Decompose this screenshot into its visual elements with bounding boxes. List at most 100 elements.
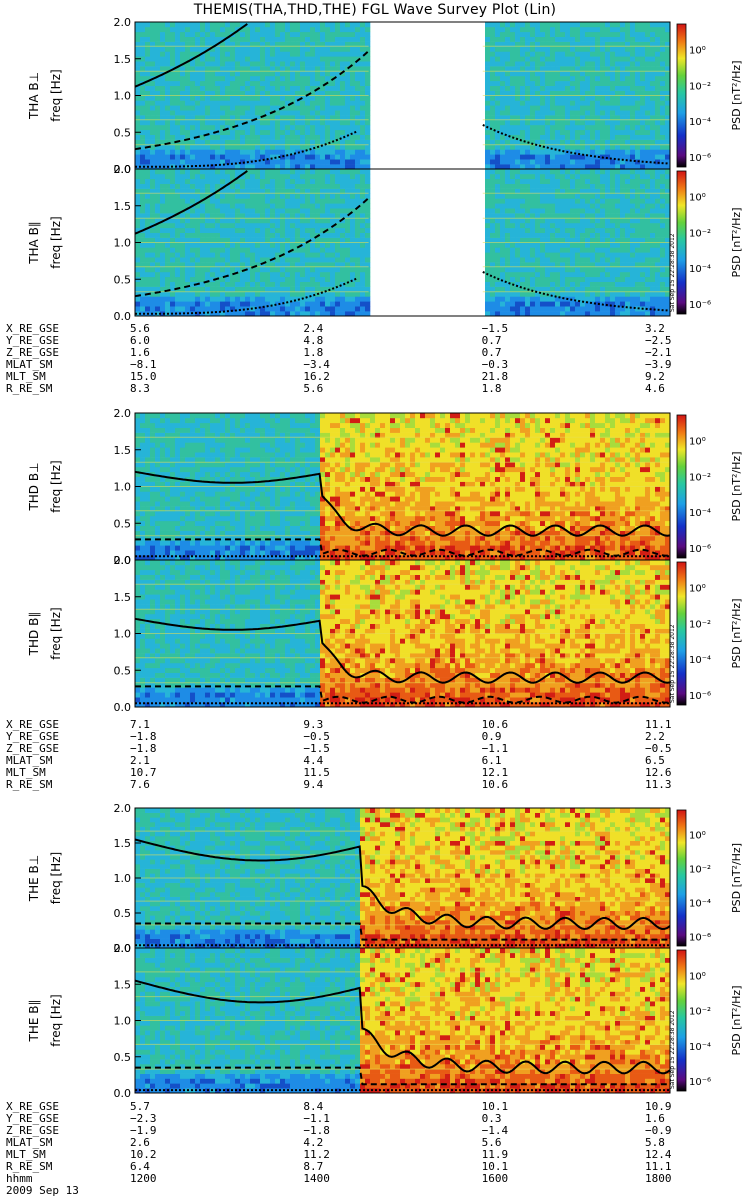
heat-cell: [245, 71, 251, 77]
heat-cell: [170, 90, 176, 96]
heat-cell: [205, 41, 211, 47]
heat-cell: [545, 227, 551, 233]
heat-cell: [620, 26, 626, 33]
heat-cell: [145, 41, 151, 47]
heat-cell: [290, 56, 296, 62]
heat-cell: [295, 26, 301, 33]
heat-cell: [185, 134, 191, 140]
heat-cell: [280, 26, 286, 33]
heat-cell: [645, 203, 651, 209]
heat-cell: [210, 232, 216, 238]
heat-cell: [605, 183, 611, 189]
heat-cell: [365, 257, 371, 263]
heat-cell: [555, 257, 561, 263]
heat-cell: [520, 178, 526, 184]
heat-cell: [625, 164, 631, 170]
heat-cell: [655, 61, 661, 67]
heat-cell: [265, 286, 271, 292]
heat-cell: [645, 120, 651, 126]
heat-cell: [515, 203, 521, 209]
heat-cell: [230, 95, 236, 101]
heat-cell: [635, 129, 641, 135]
heat-cell: [515, 262, 521, 268]
heat-cell: [640, 75, 646, 82]
heat-cell: [640, 257, 646, 263]
heat-cell: [190, 222, 196, 229]
heat-cell: [350, 301, 356, 307]
heat-cell: [630, 100, 636, 106]
heat-cell: [500, 80, 506, 86]
heat-cell: [605, 208, 611, 214]
heat-cell: [625, 262, 631, 268]
heat-cell: [165, 281, 171, 287]
heat-cell: [575, 178, 581, 184]
heat-cell: [520, 129, 526, 135]
heat-cell: [540, 276, 546, 282]
heat-cell: [340, 124, 346, 131]
heat-cell: [485, 51, 491, 57]
heat-cell: [615, 164, 621, 170]
heat-cell: [510, 222, 516, 229]
heat-cell: [490, 252, 496, 258]
heat-cell: [590, 306, 596, 312]
heat-cell: [650, 281, 656, 287]
heat-cell: [630, 208, 636, 214]
heat-cell: [250, 105, 256, 111]
heat-cell: [510, 22, 516, 28]
heat-cell: [240, 124, 246, 131]
heat-cell: [340, 149, 346, 155]
heat-cell: [640, 164, 646, 170]
heat-cell: [575, 169, 581, 175]
heat-cell: [640, 66, 646, 72]
heat-cell: [635, 149, 641, 155]
heat-cell: [250, 129, 256, 135]
heat-cell: [565, 271, 571, 278]
heat-cell: [260, 178, 266, 184]
heat-cell: [295, 31, 301, 37]
heat-cell: [585, 61, 591, 67]
heat-cell: [290, 124, 296, 131]
heat-cell: [200, 80, 206, 86]
heat-cell: [275, 232, 281, 238]
heat-cell: [355, 173, 361, 180]
heat-cell: [235, 144, 241, 150]
heat-cell: [605, 242, 611, 248]
heat-cell: [255, 31, 261, 37]
heat-cell: [340, 110, 346, 116]
heat-cell: [270, 222, 276, 229]
heat-cell: [260, 41, 266, 47]
heat-cell: [615, 144, 621, 150]
heat-cell: [545, 271, 551, 278]
heat-cell: [230, 144, 236, 150]
heat-cell: [625, 149, 631, 155]
heat-cell: [290, 227, 296, 233]
heat-cell: [645, 159, 651, 165]
heat-cell: [585, 85, 591, 91]
heat-cell: [585, 237, 591, 243]
heat-cell: [285, 281, 291, 287]
heat-cell: [330, 271, 336, 278]
heat-cell: [560, 124, 566, 131]
heat-cell: [240, 100, 246, 106]
heat-cell: [330, 110, 336, 116]
heat-cell: [295, 218, 301, 224]
heat-cell: [300, 208, 306, 214]
heat-cell: [345, 105, 351, 111]
heat-cell: [345, 276, 351, 282]
heat-cell: [620, 218, 626, 224]
heat-cell: [310, 173, 316, 180]
heat-cell: [630, 115, 636, 121]
heat-cell: [235, 276, 241, 282]
heat-cell: [155, 22, 161, 28]
heat-cell: [535, 105, 541, 111]
heat-cell: [530, 173, 536, 180]
heat-cell: [210, 115, 216, 121]
heat-cell: [520, 286, 526, 292]
heat-cell: [335, 262, 341, 268]
heat-cell: [310, 31, 316, 37]
heat-cell: [520, 75, 526, 82]
heat-cell: [315, 169, 321, 175]
heat-cell: [490, 198, 496, 204]
heat-cell: [535, 110, 541, 116]
heat-cell: [510, 267, 516, 273]
